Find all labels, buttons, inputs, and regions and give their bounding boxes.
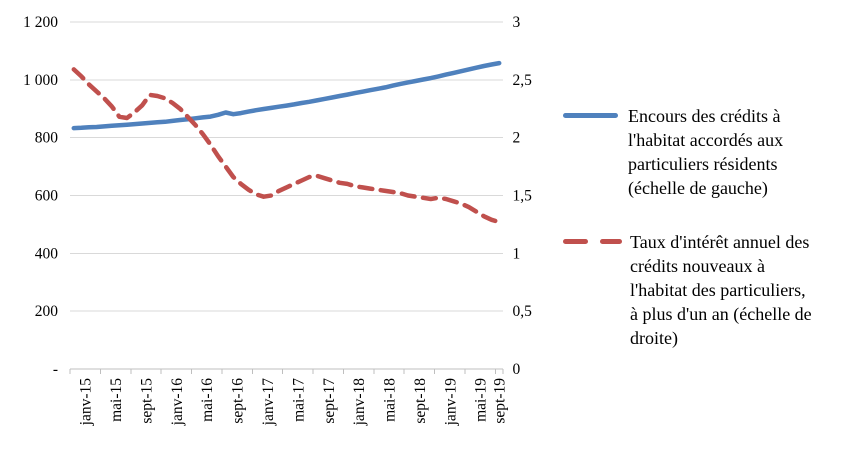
left-tick-label: 200 [35,303,59,320]
legend-label-encours: Encours des crédits à l'habitat accordés… [628,106,784,198]
taux-interet-line [71,67,502,225]
left-tick-label: 1 200 [23,14,58,31]
red-dash-swatch [600,239,622,244]
x-tick-label: sept-17 [321,378,338,424]
solid-line-legend-marker [563,113,620,118]
right-tick-label: 1 [513,245,521,262]
x-tick-label: janv-17 [260,378,277,427]
legend-entry-encours: Encours des crédits à l'habitat accordés… [563,104,859,200]
x-tick-label: mai-18 [382,378,399,422]
x-tick-label: janv-18 [351,378,368,427]
x-tick-label: janv-15 [78,378,95,427]
y-axis-right-labels: 3 2,5 2 1,5 1 0,5 0 [513,14,533,378]
y-axis-left-labels: 1 200 1 000 800 600 400 200 - [23,14,58,378]
legend-entry-taux: Taux d'intérêt annuel des crédits nouvea… [563,230,859,350]
left-tick-label: 400 [35,245,59,262]
right-tick-label: 3 [513,14,521,31]
right-tick-label: 2,5 [513,72,533,89]
x-tick-label: mai-17 [290,378,307,422]
left-tick-label: 800 [35,130,59,147]
left-tick-label: - [53,361,58,378]
left-tick-label: 600 [35,188,59,205]
red-dash-swatch [563,239,588,244]
x-tick-label: mai-19 [473,378,490,422]
chart-legend: Encours des crédits à l'habitat accordés… [563,104,859,380]
right-tick-label: 2 [513,130,521,147]
x-tick-label: janv-19 [442,378,459,427]
legend-label-taux: Taux d'intérêt annuel des crédits nouvea… [630,232,812,348]
x-tick-label: sept-16 [230,378,247,424]
right-tick-label: 0 [513,361,521,378]
gridlines [70,21,503,370]
x-tick-label: janv-16 [169,378,186,427]
line-chart-plot: janv-15 mai-15 sept-15 janv-16 mai-16 sept-16… [23,14,533,427]
dashed-line-legend-marker [563,239,622,244]
encours-habitat-line [71,60,502,131]
right-tick-label: 0,5 [513,303,533,320]
x-tick-label: sept-15 [138,378,155,424]
x-tick-label: mai-15 [108,378,125,422]
blue-line-swatch [563,113,618,118]
x-axis [69,368,504,374]
left-tick-label: 1 000 [23,72,58,89]
x-tick-label: sept-18 [412,378,429,424]
x-tick-label: sept-19 [492,378,509,424]
right-tick-label: 1,5 [513,188,533,205]
x-axis-labels: janv-15 mai-15 sept-15 janv-16 mai-16 sept-16… [78,378,509,427]
x-tick-label: mai-16 [199,378,216,422]
